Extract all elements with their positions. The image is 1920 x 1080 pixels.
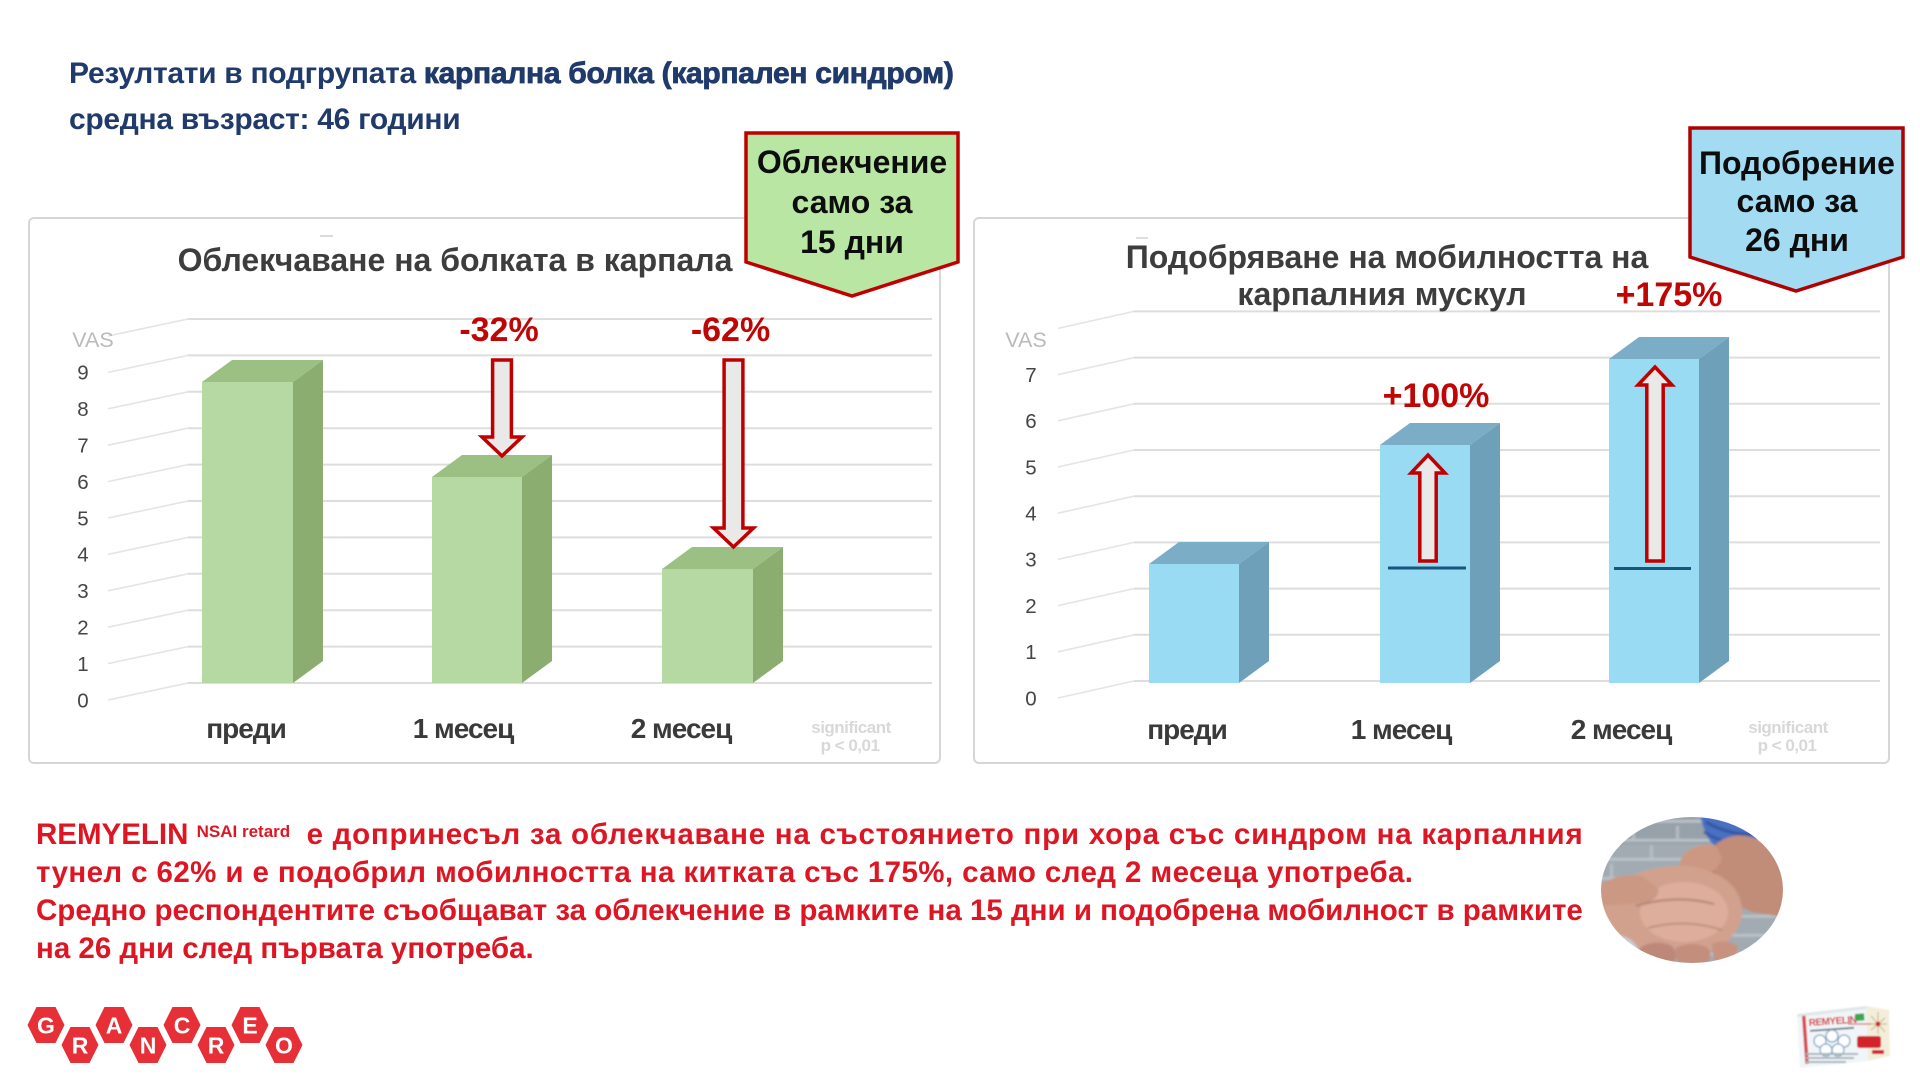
svg-text:26 дни: 26 дни — [1745, 222, 1849, 258]
svg-text:2: 2 — [77, 617, 88, 640]
svg-text:5: 5 — [77, 507, 88, 530]
svg-text:преди: преди — [1147, 714, 1227, 745]
svg-text:5: 5 — [1025, 456, 1036, 479]
svg-text:3: 3 — [77, 580, 88, 603]
svg-text:8: 8 — [77, 398, 88, 421]
svg-text:1: 1 — [77, 653, 88, 676]
svg-text:6: 6 — [77, 471, 88, 494]
svg-text:0: 0 — [77, 689, 88, 712]
svg-text:A: A — [106, 1013, 123, 1039]
svg-text:само за: само за — [792, 184, 913, 220]
svg-text:4: 4 — [1025, 503, 1036, 526]
svg-text:C: C — [174, 1013, 191, 1039]
svg-text:1: 1 — [1025, 641, 1036, 664]
svg-text:само за: само за — [1737, 183, 1858, 219]
svg-text:2 месец: 2 месец — [1571, 714, 1672, 745]
svg-text:9: 9 — [77, 362, 88, 385]
svg-text:преди: преди — [206, 713, 286, 744]
svg-text:Облекчаване на болката в карпа: Облекчаване на болката в карпала — [178, 242, 733, 278]
svg-text:2 месец: 2 месец — [631, 713, 732, 744]
svg-text:1 месец: 1 месец — [413, 713, 514, 744]
svg-text:4: 4 — [77, 544, 88, 567]
svg-text:significant: significant — [1748, 718, 1828, 737]
svg-text:0: 0 — [1025, 687, 1036, 710]
svg-text:p < 0,01: p < 0,01 — [1758, 736, 1817, 755]
svg-text:N: N — [140, 1033, 157, 1059]
svg-text:REMYELIN: REMYELIN — [1808, 1015, 1857, 1029]
svg-text:VAS: VAS — [72, 328, 113, 352]
svg-text:7: 7 — [77, 435, 88, 458]
svg-text:VAS: VAS — [1005, 328, 1046, 352]
svg-text:O: O — [275, 1033, 293, 1059]
svg-text:+100%: +100% — [1383, 377, 1490, 415]
svg-text:E: E — [242, 1013, 257, 1039]
svg-text:карпалния мускул: карпалния мускул — [1237, 276, 1526, 312]
svg-text:p < 0,01: p < 0,01 — [821, 736, 880, 755]
svg-text:6: 6 — [1025, 410, 1036, 433]
svg-text:2: 2 — [1025, 595, 1036, 618]
svg-text:Подобрение: Подобрение — [1699, 145, 1895, 181]
svg-text:Подобряване на мобилността на: Подобряване на мобилността на — [1126, 239, 1649, 275]
svg-text:7: 7 — [1025, 364, 1036, 387]
svg-text:G: G — [37, 1013, 55, 1039]
svg-text:15 дни: 15 дни — [800, 224, 904, 260]
svg-text:R: R — [72, 1033, 89, 1059]
svg-text:+175%: +175% — [1616, 276, 1723, 314]
svg-text:-62%: -62% — [691, 311, 770, 349]
svg-text:3: 3 — [1025, 549, 1036, 572]
svg-text:Облекчение: Облекчение — [757, 144, 947, 180]
svg-text:1 месец: 1 месец — [1351, 714, 1452, 745]
svg-text:R: R — [208, 1033, 225, 1059]
svg-text:-32%: -32% — [459, 311, 538, 349]
svg-text:significant: significant — [811, 718, 891, 737]
